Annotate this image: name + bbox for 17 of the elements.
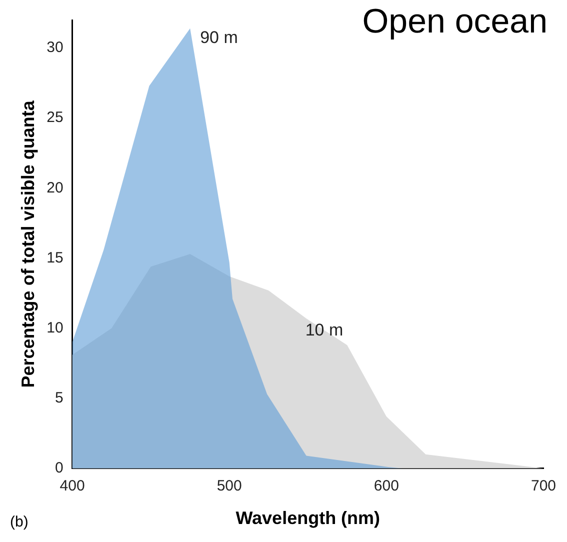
y-tick-label: 15 (46, 249, 64, 266)
y-tick-label: 5 (54, 389, 64, 406)
x-tick-label: 400 (60, 478, 85, 495)
series-label: 90 m (200, 28, 238, 48)
x-tick-label: 700 (530, 478, 556, 495)
x-tick-label: 600 (374, 478, 399, 495)
y-tick-label: 20 (46, 179, 64, 196)
chart-title: Open ocean (362, 2, 548, 40)
y-tick-label: 0 (54, 460, 64, 477)
text: (b) (10, 514, 28, 531)
y-axis-title: Percentage of total visible quanta (18, 100, 38, 388)
y-tick-label: 10 (46, 319, 64, 336)
y-tick-label: 30 (46, 39, 64, 56)
series-label: 10 m (305, 320, 344, 340)
x-axis-title: Wavelength (nm) (236, 508, 380, 528)
y-tick-label: 25 (46, 109, 64, 126)
x-tick-label: 500 (216, 478, 242, 495)
